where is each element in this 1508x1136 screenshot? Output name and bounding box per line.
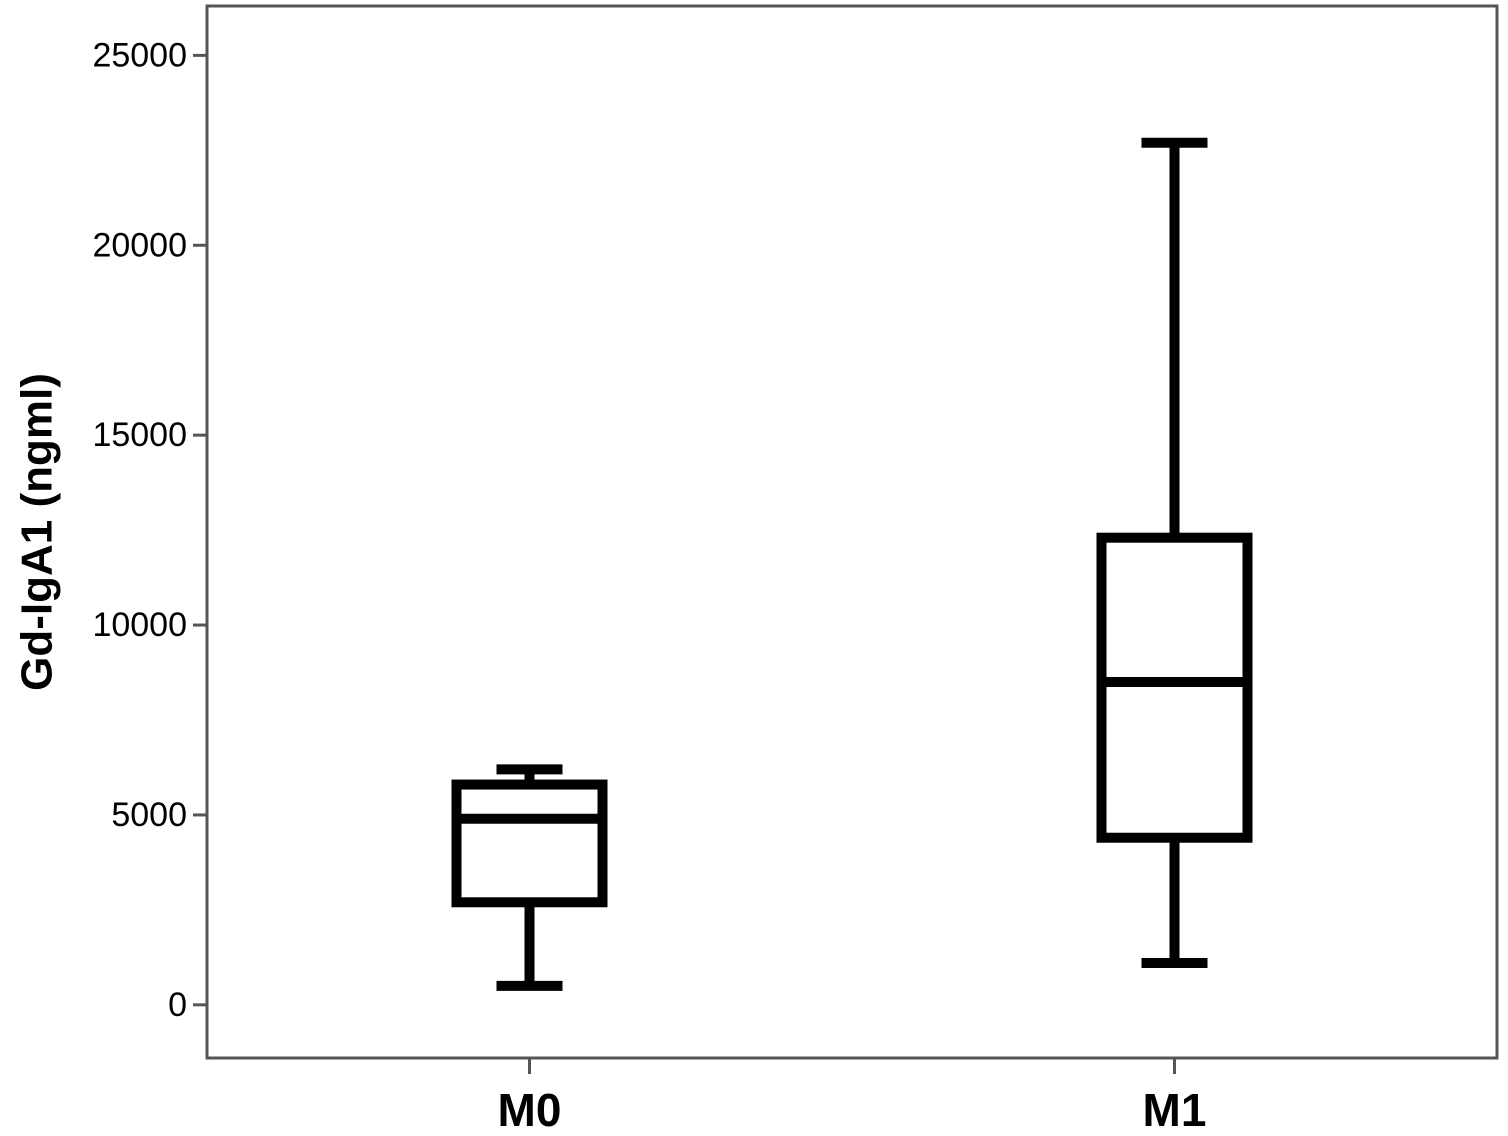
x-tick-label: M0 — [498, 1084, 562, 1136]
box-M0 — [451, 764, 608, 991]
x-tick-label: M1 — [1143, 1084, 1207, 1136]
y-tick-label: 5000 — [111, 796, 187, 834]
x-axis: M0 M1 — [498, 1058, 1207, 1136]
box-iqr — [1096, 532, 1253, 843]
box-M1 — [1096, 137, 1253, 969]
plot-frame — [205, 4, 1499, 1060]
box-series — [451, 137, 1253, 991]
y-tick-label: 10000 — [92, 606, 187, 644]
box-iqr — [451, 779, 608, 908]
y-tick-label: 0 — [168, 986, 187, 1024]
y-tick-label: 20000 — [92, 226, 187, 264]
y-axis-title: Gd-IgA1 (ngml) — [13, 373, 62, 691]
y-axis: 0 5000 10000 15000 20000 25000 — [92, 36, 207, 1024]
y-tick-label: 15000 — [92, 416, 187, 454]
y-tick-label: 25000 — [92, 36, 187, 74]
